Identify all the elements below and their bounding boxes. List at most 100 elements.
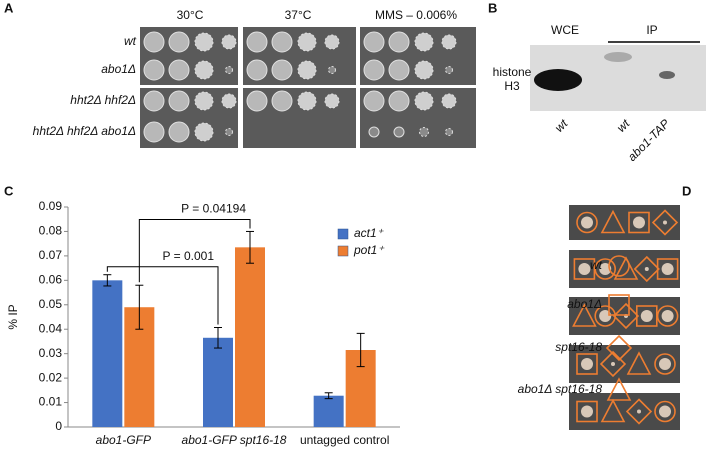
colony-spot	[246, 90, 268, 112]
marker-triangle	[626, 351, 652, 375]
row-label: histone	[493, 65, 532, 79]
y-axis-label: % IP	[6, 304, 20, 329]
colony-spot	[143, 90, 165, 112]
colony-spot	[419, 127, 429, 137]
colony-spot	[363, 90, 385, 112]
colony-spot	[297, 60, 317, 80]
colony-spot	[271, 31, 293, 53]
y-tick-label: 0.04	[39, 321, 63, 335]
colony-spot	[221, 34, 237, 50]
colony-spot	[168, 121, 190, 143]
marker-diamond	[612, 302, 640, 330]
legend-label: spt16-18	[555, 340, 602, 354]
legend-label: act1⁺	[354, 226, 385, 240]
panel-label: A	[4, 0, 14, 15]
colony-spot	[324, 34, 340, 50]
marker-square	[628, 211, 650, 234]
colony	[644, 267, 649, 271]
colony-spot	[414, 60, 434, 80]
colony-spot	[221, 93, 237, 109]
colony-spot	[363, 31, 385, 53]
colony-spot	[168, 90, 190, 112]
colony	[663, 220, 667, 225]
error-bar	[246, 230, 254, 264]
significance-label: P = 0.001	[163, 249, 215, 263]
legend-swatch	[337, 228, 349, 240]
colony-spot	[143, 121, 165, 143]
colony	[578, 263, 591, 275]
error-bar	[103, 274, 112, 287]
bar	[92, 280, 123, 427]
error-bar	[356, 332, 365, 368]
colony-spot	[368, 126, 380, 138]
colony-spot	[194, 122, 214, 142]
bar	[313, 395, 344, 427]
lane-label: abo1-TAP	[625, 116, 672, 163]
marker-diamond	[605, 334, 633, 362]
y-tick-label: 0.07	[39, 248, 63, 262]
legend-label: wt	[590, 258, 603, 272]
blot-band	[659, 71, 675, 79]
colony	[611, 362, 615, 366]
colony-spot	[388, 31, 410, 53]
colony-spot	[324, 93, 340, 109]
colony-spot	[414, 91, 434, 111]
colony-spot	[246, 59, 268, 81]
colony-spot	[225, 128, 233, 136]
colony-spot	[414, 32, 434, 52]
y-tick-label: 0	[55, 419, 62, 433]
marker-diamond	[633, 255, 660, 283]
lane-header: IP	[646, 23, 657, 37]
legend-label: abo1Δ spt16-18	[518, 382, 603, 396]
colony	[637, 409, 641, 414]
legend-label: abo1Δ	[567, 297, 602, 311]
legend-swatch	[337, 245, 349, 257]
marker-diamond	[599, 350, 627, 378]
marker-triangle	[600, 209, 626, 234]
condition-label: MMS – 0.006%	[375, 8, 457, 22]
y-tick-label: 0.01	[39, 395, 63, 409]
marker-circle	[608, 255, 630, 277]
marker-circle	[654, 353, 676, 375]
x-tick-label: abo1-GFP	[96, 433, 151, 447]
condition-label: 30°C	[177, 8, 204, 22]
marker-circle	[594, 305, 617, 327]
colony-spot	[271, 59, 293, 81]
bar	[203, 337, 233, 427]
colony-spot	[225, 66, 233, 74]
marker-diamond	[651, 209, 679, 236]
marker-square	[576, 400, 598, 423]
significance-bracket	[106, 266, 219, 325]
marker-square	[576, 353, 598, 375]
marker-triangle	[572, 303, 597, 327]
colony-spot	[388, 59, 410, 81]
marker-circle	[576, 211, 598, 234]
strain-label: abo1Δ	[101, 62, 136, 76]
marker-triangle	[613, 256, 639, 280]
strain-label: hht2Δ hhf2Δ	[70, 93, 136, 107]
y-tick-label: 0.05	[39, 297, 63, 311]
marker-triangle	[600, 398, 626, 423]
colony	[581, 405, 593, 418]
colony	[640, 310, 653, 322]
legend-label: pot1⁺	[353, 243, 385, 257]
error-bar	[324, 392, 333, 400]
colony	[581, 216, 593, 229]
lane-label: wt	[552, 116, 571, 135]
colony-spot	[393, 126, 405, 138]
colony	[659, 358, 671, 370]
row-label: H3	[504, 79, 520, 93]
colony-spot	[143, 31, 165, 53]
marker-square	[608, 294, 630, 316]
error-bar	[214, 327, 222, 349]
strain-label: wt	[124, 34, 137, 48]
colony-spot	[168, 31, 190, 53]
colony-spot	[441, 34, 457, 50]
colony-spot	[168, 59, 190, 81]
panel-label: D	[682, 183, 691, 198]
colony-spot	[246, 31, 268, 53]
lane-header: WCE	[551, 23, 579, 37]
colony-spot	[271, 90, 293, 112]
colony	[661, 263, 674, 275]
